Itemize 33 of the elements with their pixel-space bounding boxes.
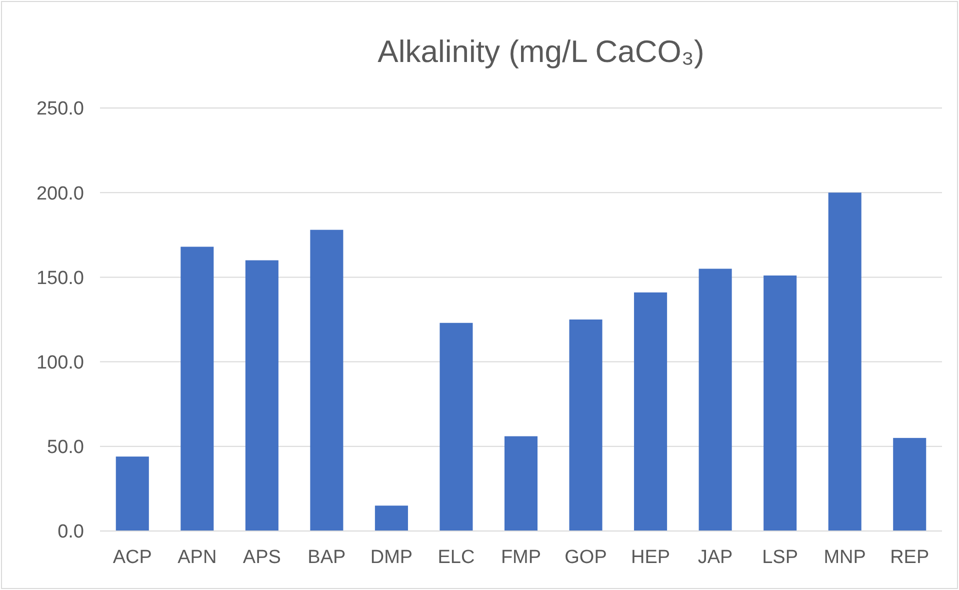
- x-tick-label: GOP: [564, 547, 607, 568]
- x-tick-label: APS: [242, 547, 281, 568]
- bar: [116, 456, 149, 531]
- bar: [828, 192, 862, 531]
- bar: [310, 230, 344, 531]
- y-tick-label: 0.0: [58, 522, 84, 543]
- bar: [374, 506, 408, 531]
- chart-title: Alkalinity (mg/L CaCO₃): [378, 34, 704, 69]
- y-tick-label: 100.0: [36, 352, 84, 374]
- x-tick-label: ELC: [438, 547, 475, 568]
- y-tick-label: 250.0: [36, 98, 84, 120]
- x-tick-label: LSP: [762, 547, 798, 568]
- bar: [440, 322, 473, 531]
- y-tick-label: 150.0: [36, 268, 84, 289]
- x-tick-label: ACP: [112, 547, 152, 568]
- bar: [569, 320, 602, 531]
- bar: [764, 276, 797, 531]
- x-tick-label: JAP: [698, 547, 733, 568]
- x-tick-label: HEP: [631, 547, 670, 568]
- y-tick-label: 200.0: [36, 183, 84, 204]
- x-tick-label: FMP: [500, 547, 542, 568]
- x-tick-label: MNP: [824, 547, 866, 568]
- x-tick-label: DMP: [370, 547, 413, 568]
- bar: [180, 246, 214, 531]
- bar: [245, 260, 278, 531]
- y-tick-label: 50.0: [47, 437, 84, 458]
- bar: [893, 438, 926, 531]
- x-tick-label: REP: [890, 547, 930, 568]
- bar: [634, 292, 668, 531]
- x-tick-label: BAP: [308, 547, 346, 568]
- bar: [698, 268, 732, 531]
- bar: [504, 436, 538, 531]
- x-tick-label: APN: [178, 547, 217, 568]
